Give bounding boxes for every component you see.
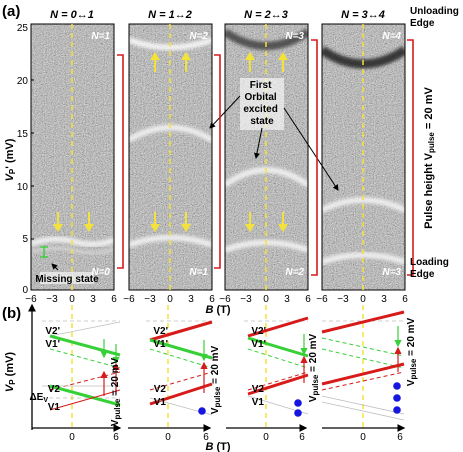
edge-labels: Unloading Edge Loading Edge [410,6,459,280]
level-v2p-2: V2' [153,326,168,337]
panel-a1-bottom-label: N=0 [91,267,110,278]
pulse-height-label: Pulse height Vpulse = 20 mV [423,87,436,229]
level-diagram-3 [244,316,309,417]
svg-text:3: 3 [90,294,96,305]
panel-a-label: (a) [2,3,20,20]
vpulse-label-1: Vpulse = 20 mV [110,357,122,426]
svg-text:−6: −6 [316,294,328,305]
delta-ev-label: ΔEV [29,392,48,404]
svg-text:0: 0 [69,294,75,305]
level-diagram-1 [42,320,121,411]
svg-text:First Orbital exci: First Orbital excited state [243,80,280,127]
panel-a3-bottom-label: N=2 [285,267,304,278]
pulse-bracket-3 [311,39,318,276]
level-v1-1: V1 [48,402,61,413]
level-diagram-4 [321,310,405,421]
svg-text:−6: −6 [123,294,135,305]
level-v2-3: V2 [252,384,265,395]
panel-a-y-label: VP' (mV) [4,138,17,181]
svg-text:6: 6 [203,432,209,443]
panel-a3-title: N = 2↔3 [244,9,288,21]
level-v2p-3: V2' [251,326,266,337]
panel-b-y-label: VP (mV) [4,352,17,393]
svg-text:−3: −3 [144,294,156,305]
level-v1p-1: V1' [45,339,60,350]
panel-b-x-label: B (T) [205,441,230,452]
svg-text:20: 20 [17,76,29,87]
vpulse-label-2: Vpulse = 20 mV [210,345,222,414]
svg-text:3: 3 [381,294,387,305]
panel-a-x-ticks: −6 −3 0 3 6 −6 −3 0 3 6 −6 −3 0 3 6 −6 −3 0 3 6 [25,294,408,305]
svg-text:6: 6 [111,294,117,305]
missing-state-marker [40,246,48,258]
svg-text:3: 3 [188,294,194,305]
panel-a4-top-label: N=4 [382,31,401,42]
svg-text:0: 0 [263,294,269,305]
missing-state-annotation: Missing state [35,263,99,285]
svg-text:Missing state: Missing state [35,274,99,285]
panel-a-x-label: B (T) [205,304,230,316]
spectroscopy-panel-4 [322,24,405,290]
svg-text:−6: −6 [25,294,37,305]
svg-text:−3: −3 [240,294,252,305]
svg-text:6: 6 [402,294,408,305]
svg-text:0: 0 [22,285,28,296]
level-diagram-2 [146,320,213,416]
panel-a2-bottom-label: N=1 [189,267,208,278]
svg-text:6: 6 [305,294,311,305]
level-v1-2: V1 [154,397,167,408]
panel-a1-title: N = 0↔1 [50,9,94,21]
svg-text:3: 3 [284,294,290,305]
panel-b-label: (b) [2,305,21,322]
level-v2p-1: V2' [45,326,60,337]
svg-text:0: 0 [263,432,269,443]
level-v1p-2: V1' [153,339,168,350]
level-v2-1: V2 [48,384,61,395]
svg-text:6: 6 [113,432,119,443]
svg-text:0: 0 [167,294,173,305]
yellow-arrows [53,52,288,232]
panel-a1-top-label: N=1 [91,31,110,42]
level-v1p-3: V1' [251,339,266,350]
panel-a4-title: N = 3↔4 [341,9,385,21]
svg-text:25: 25 [17,23,29,34]
svg-text:0: 0 [360,294,366,305]
vpulse-label-3: Vpulse = 20 mV [308,333,320,402]
svg-text:5: 5 [22,234,28,245]
svg-text:−3: −3 [337,294,349,305]
spectroscopy-panel-2 [129,24,212,290]
svg-text:−3: −3 [46,294,58,305]
panel-a4-bottom-label: N=3 [382,267,401,278]
panel-b-x-ticks: 0 6 0 6 0 6 0 6 [69,432,403,443]
panel-a2-title: N = 1↔2 [148,9,192,21]
panel-a-y-ticks: 0 5 10 15 20 25 [17,23,29,296]
spectroscopy-panel-1 [31,24,114,290]
panel-a2-top-label: N=2 [189,31,208,42]
pulse-bracket-2 [214,54,221,269]
svg-text:6: 6 [299,432,305,443]
svg-text:0: 0 [360,432,366,443]
pulse-bracket-4 [407,39,414,276]
svg-text:6: 6 [209,294,215,305]
svg-text:6: 6 [397,432,403,443]
svg-text:10: 10 [17,182,29,193]
level-v1-3: V1 [252,397,265,408]
svg-text:0: 0 [165,432,171,443]
vpulse-label-4: Vpulse = 20 mV [406,317,418,386]
level-v2-2: V2 [154,384,167,395]
svg-text:0: 0 [69,432,75,443]
svg-text:15: 15 [17,129,29,140]
excited-state-annotation: First Orbital excited state [209,78,339,191]
panel-a3-top-label: N=3 [285,31,304,42]
pulse-bracket-1 [117,54,124,269]
svg-text:−6: −6 [219,294,231,305]
